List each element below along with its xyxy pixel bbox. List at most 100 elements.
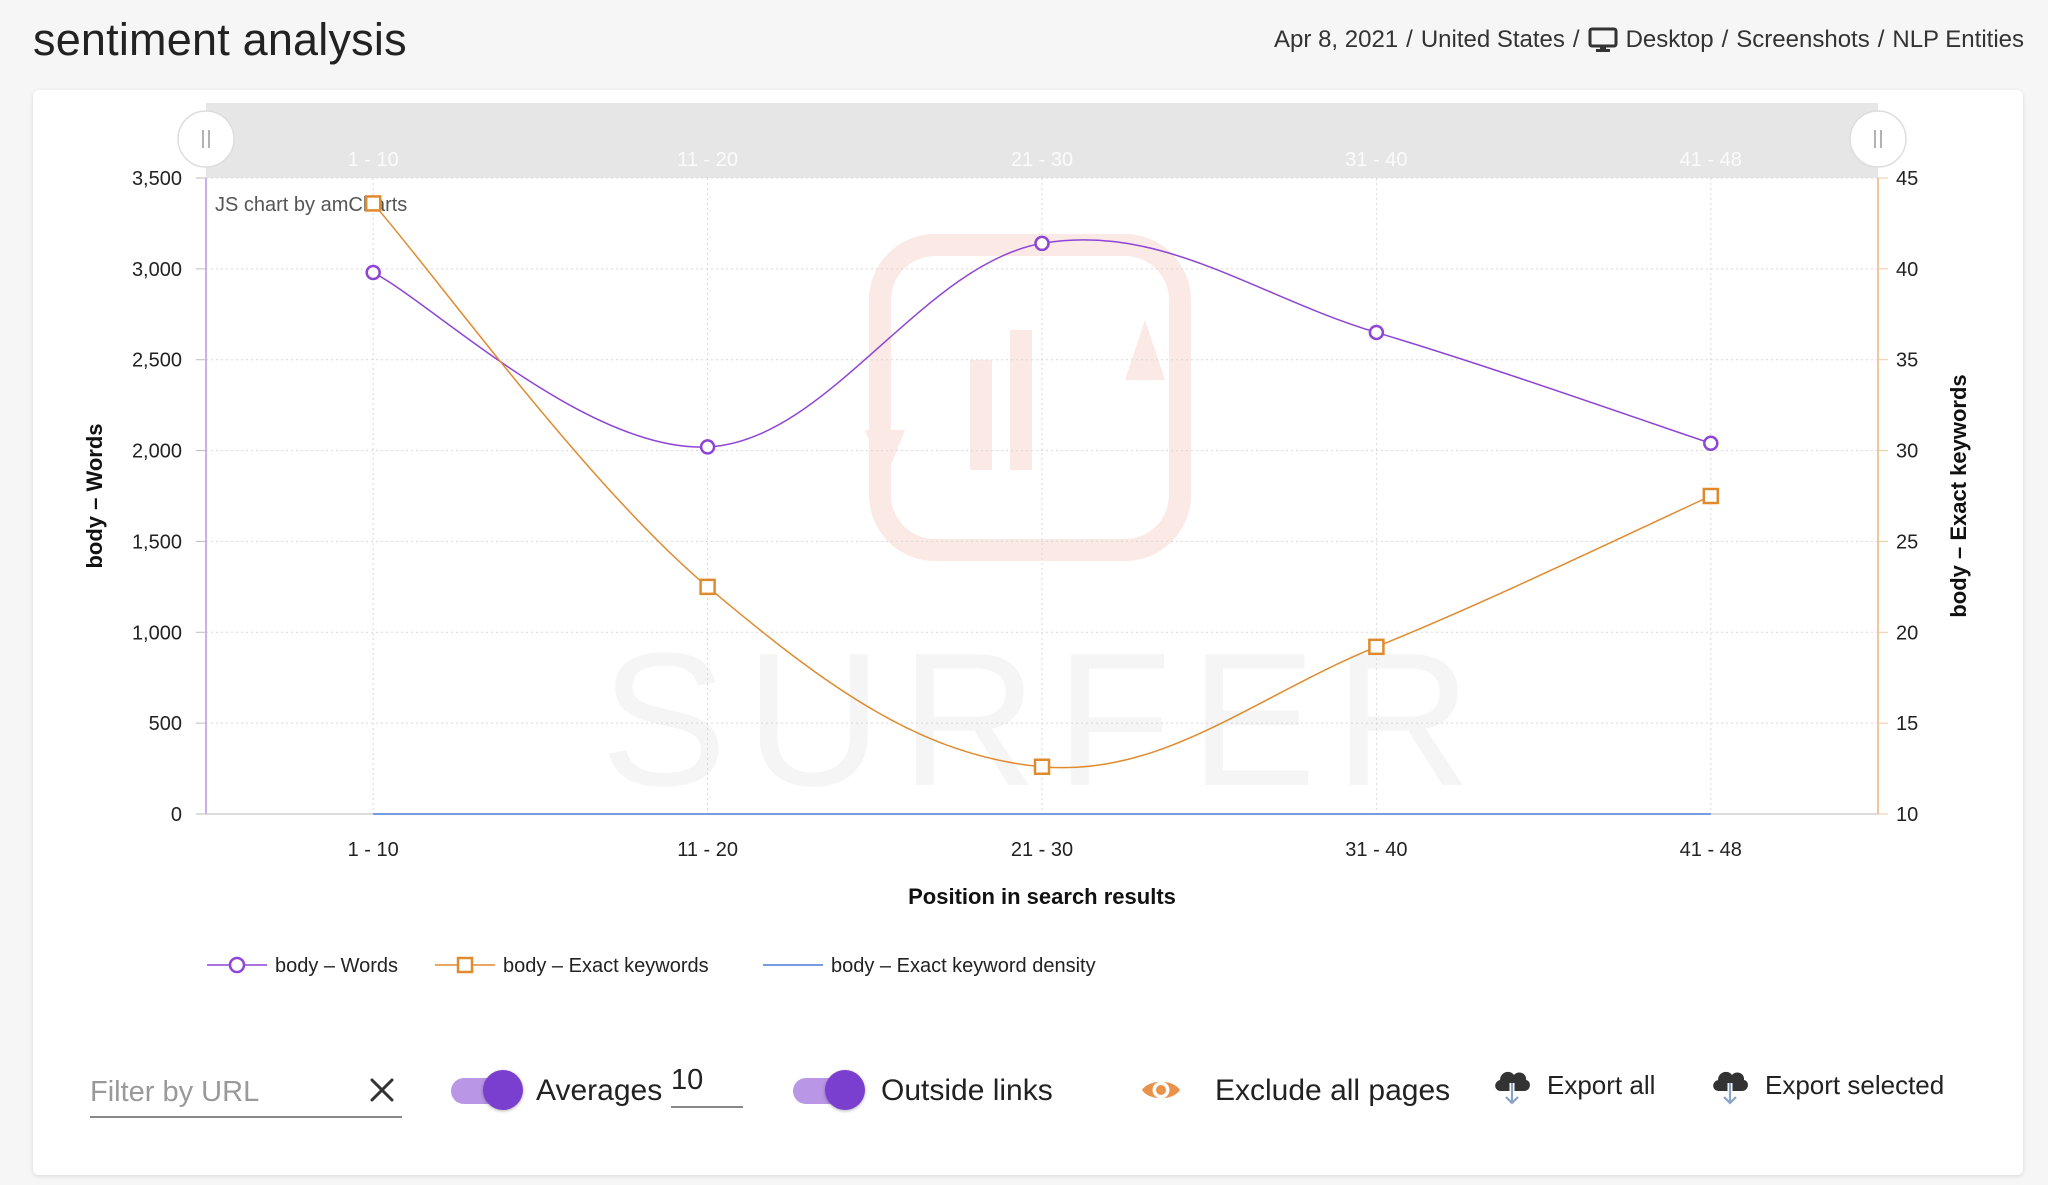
export-all-button[interactable]: Export all	[1547, 1070, 1656, 1100]
data-point	[699, 578, 716, 596]
watermark-logo-frame	[869, 234, 1191, 561]
y-left-tick-label: 2,500	[132, 350, 182, 372]
breadcrumb-separator: /	[1877, 26, 1885, 53]
y-left-tick-label: 3,000	[132, 259, 182, 281]
x-axis-title: Position in search results	[908, 884, 1176, 909]
outside-links-toggle[interactable]	[793, 1070, 865, 1110]
surfer-watermark: SURFER	[600, 234, 1489, 826]
toggle-knob	[825, 1070, 865, 1110]
scrollbar-track	[206, 103, 1878, 178]
series-2	[364, 195, 1720, 776]
filter-url-input[interactable]	[90, 1072, 350, 1112]
scrollbar-tick-label: 11 - 20	[677, 149, 738, 171]
y-left-tick-label: 1,000	[132, 622, 182, 644]
data-point	[1368, 638, 1385, 656]
y-left-axis-title: body – Words	[82, 423, 107, 568]
y-right-axis-title: body – Exact keywords	[1946, 374, 1971, 617]
x-tick-label: 21 - 30	[1011, 839, 1073, 861]
data-point	[1368, 324, 1385, 341]
series-1	[365, 235, 1719, 455]
averages-count-field	[671, 1064, 743, 1108]
legend-marker	[456, 956, 474, 974]
x-tick-label: 41 - 48	[1680, 839, 1742, 861]
y-left-tick-label: 2,000	[132, 441, 182, 463]
scrollbar-tick-label: 41 - 48	[1680, 149, 1742, 171]
y-right-tick-label: 25	[1896, 531, 1918, 553]
eye-icon[interactable]	[1139, 1074, 1183, 1111]
grip-icon	[1874, 130, 1882, 148]
watermark-logo-bar	[970, 360, 992, 470]
y-left-tick-label: 500	[149, 713, 182, 735]
data-point	[1703, 435, 1719, 452]
x-tick-label: 1 - 10	[348, 839, 399, 861]
legend-label: body – Exact keyword density	[831, 955, 1096, 977]
averages-toggle[interactable]	[451, 1070, 523, 1110]
legend-label: body – Words	[275, 955, 398, 977]
chart-series	[364, 195, 1720, 815]
watermark-logo-bar	[1010, 330, 1032, 470]
amcharts-credit: JS chart by amCharts	[215, 194, 407, 216]
series-line	[372, 202, 1712, 769]
y-right-tick-label: 15	[1896, 713, 1918, 735]
y-right-tick-label: 35	[1896, 350, 1918, 372]
watermark-logo-arrow	[1125, 320, 1165, 380]
exclude-all-pages-label[interactable]: Exclude all pages	[1215, 1074, 1451, 1107]
monitor-icon	[1588, 27, 1618, 53]
legend-item[interactable]: body – Words	[207, 955, 398, 977]
export-selected-button[interactable]: Export selected	[1765, 1070, 1945, 1100]
handle-circle	[1849, 110, 1907, 168]
y-left-tick-label: 3,500	[132, 168, 182, 190]
legend-item[interactable]: body – Exact keyword density	[763, 955, 1096, 977]
chart-axes: JS chart by amCharts 0 500 1,000 1,500 2,000 2…	[82, 168, 1971, 909]
y-right-tick-label: 10	[1896, 804, 1918, 826]
y-right-tick-label: 45	[1896, 168, 1918, 190]
scrollbar-tick-label: 1 - 10	[348, 149, 399, 171]
scrollbar-tick-label: 31 - 40	[1345, 149, 1407, 171]
data-point	[1034, 235, 1050, 252]
legend-item[interactable]: body – Exact keywords	[435, 955, 709, 977]
scrollbar-left-handle[interactable]	[177, 110, 235, 168]
grip-icon	[202, 130, 210, 148]
breadcrumb: Apr 8, 2021 / United States / Desktop / …	[1274, 26, 2024, 54]
legend-label: body – Exact keywords	[503, 955, 709, 977]
close-icon[interactable]	[368, 1076, 396, 1104]
page-title: sentiment analysis	[33, 14, 407, 65]
chart-toolbar: Averages Outside links Exclude all pages…	[33, 1040, 2023, 1150]
cloud-download-icon[interactable]	[1491, 1065, 1533, 1112]
averages-label: Averages	[536, 1074, 663, 1107]
toggle-knob	[483, 1070, 523, 1110]
watermark-text: SURFER	[600, 614, 1489, 826]
scrollbar-tick-label: 21 - 30	[1011, 149, 1073, 171]
legend-marker	[228, 956, 246, 974]
watermark-logo-arrow	[865, 430, 905, 480]
breadcrumb-separator: /	[1721, 26, 1729, 53]
averages-count-input[interactable]	[671, 1064, 741, 1097]
y-right-tick-label: 30	[1896, 441, 1918, 463]
data-point	[364, 195, 382, 212]
breadcrumb-screenshots[interactable]: Screenshots	[1736, 26, 1870, 53]
chart-grid	[206, 177, 1878, 815]
breadcrumb-date[interactable]: Apr 8, 2021	[1274, 26, 1399, 53]
data-point	[365, 264, 381, 281]
breadcrumb-country[interactable]: United States	[1420, 26, 1565, 53]
chart-legend[interactable]: body – Words body – Exact keywords body – …	[207, 955, 1096, 977]
y-right-tick-label: 20	[1896, 622, 1918, 644]
data-point	[699, 439, 716, 455]
breadcrumb-device[interactable]: Desktop	[1625, 26, 1714, 53]
scrollbar-right-handle[interactable]	[1849, 110, 1907, 168]
handle-circle	[177, 110, 235, 168]
outside-links-label: Outside links	[881, 1074, 1053, 1107]
chart-scrollbar[interactable]: 1 - 10 11 - 20 21 - 30 31 - 40 41 - 48	[177, 103, 1907, 178]
y-left-tick-label: 0	[171, 804, 182, 826]
y-right-tick-label: 40	[1896, 259, 1918, 281]
x-tick-label: 11 - 20	[677, 839, 738, 861]
y-left-tick-label: 1,500	[132, 531, 182, 553]
cloud-download-icon[interactable]	[1709, 1065, 1751, 1112]
breadcrumb-nlp-entities[interactable]: NLP Entities	[1892, 26, 2024, 53]
data-point	[1033, 758, 1051, 776]
data-point	[1702, 487, 1720, 505]
breadcrumb-separator: /	[1406, 26, 1413, 53]
series-line	[372, 239, 1712, 448]
x-tick-label: 31 - 40	[1345, 839, 1407, 861]
